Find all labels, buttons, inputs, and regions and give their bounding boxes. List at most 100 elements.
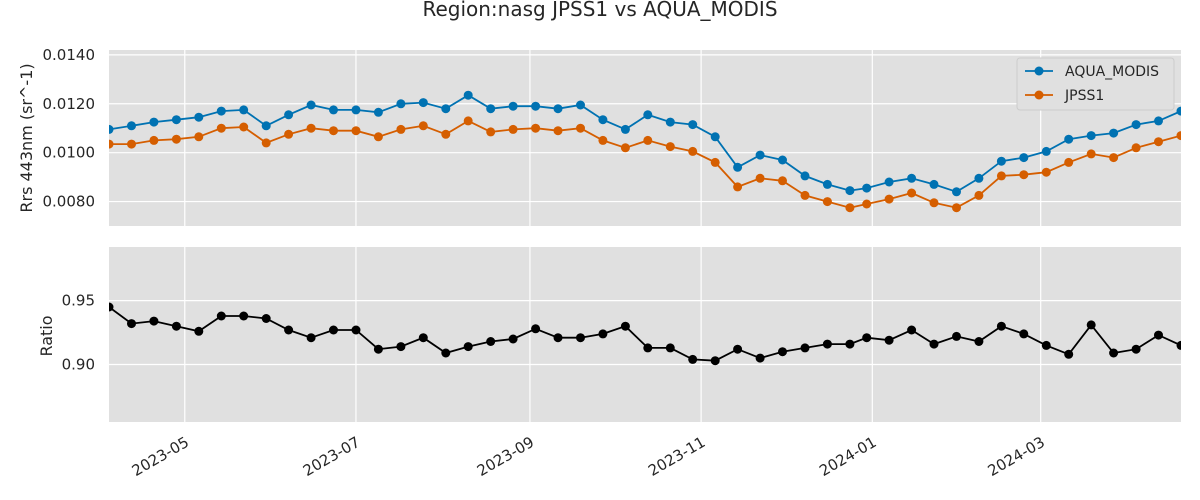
x-tick-label: 2024-03 xyxy=(985,433,1048,480)
series-aqua-modis-point xyxy=(418,98,428,108)
series-aqua-modis-point xyxy=(239,105,249,115)
series-aqua-modis-point xyxy=(952,187,961,197)
series-aqua-modis-point xyxy=(306,100,316,110)
series-ratio-point xyxy=(755,353,765,363)
series-aqua-modis-point xyxy=(862,183,872,193)
series-ratio-point xyxy=(463,342,473,352)
series-jpss1-point xyxy=(194,132,204,142)
series-ratio-point xyxy=(396,342,406,352)
bottom-y-tick-label: 0.90 xyxy=(62,356,95,374)
series-ratio-point xyxy=(486,337,496,346)
legend-box xyxy=(1016,57,1175,111)
series-ratio-point xyxy=(127,319,136,329)
series-ratio-point xyxy=(284,325,294,335)
series-jpss1-point xyxy=(553,126,563,136)
series-ratio-point xyxy=(149,316,159,326)
series-jpss1-point xyxy=(463,116,473,126)
series-jpss1-point xyxy=(284,129,294,139)
series-ratio-point xyxy=(1176,340,1181,350)
series-ratio-point xyxy=(996,321,1006,331)
series-aqua-modis-point xyxy=(643,110,653,120)
x-tick-label: 2023-05 xyxy=(129,433,192,480)
series-jpss1-point xyxy=(996,171,1006,181)
series-aqua-modis-point xyxy=(194,112,204,122)
series-jpss1-point xyxy=(822,197,832,207)
series-ratio-point xyxy=(1064,349,1074,359)
legend-aqua-label: AQUA_MODIS xyxy=(1065,64,1159,80)
series-aqua-modis-point xyxy=(907,173,917,183)
series-aqua-modis-point xyxy=(261,121,271,131)
series-aqua-modis-point xyxy=(1154,116,1163,126)
top-y-ticks: 0.0080 0.0100 0.0120 0.0140 xyxy=(43,46,96,211)
series-ratio-point xyxy=(576,333,585,343)
bottom-y-axis-label: Ratio xyxy=(37,315,56,356)
series-jpss1-point xyxy=(373,132,383,142)
series-jpss1-point xyxy=(1064,157,1074,167)
bottom-y-tick-label: 0.95 xyxy=(62,292,95,310)
series-jpss1-point xyxy=(620,143,630,153)
series-aqua-modis-point xyxy=(284,110,294,120)
series-jpss1-point xyxy=(1086,149,1096,159)
series-ratio-point xyxy=(845,339,855,349)
series-aqua-modis-point xyxy=(396,99,406,109)
series-jpss1-point xyxy=(441,129,451,139)
series-jpss1-point xyxy=(396,124,406,134)
series-jpss1-point xyxy=(643,135,653,145)
series-jpss1-point xyxy=(907,188,917,198)
series-jpss1-point xyxy=(952,203,961,213)
series-aqua-modis-point xyxy=(486,104,496,114)
series-jpss1-point xyxy=(508,124,518,134)
series-jpss1-point xyxy=(929,198,939,208)
top-y-tick-label: 0.0120 xyxy=(43,95,96,113)
series-ratio-point xyxy=(862,333,872,343)
x-tick-label: 2024-01 xyxy=(816,433,879,480)
series-jpss1-point xyxy=(778,176,787,186)
series-ratio-point xyxy=(907,325,917,335)
series-aqua-modis-point xyxy=(688,120,698,130)
series-aqua-modis-point xyxy=(996,156,1006,166)
series-ratio-point xyxy=(441,348,451,358)
series-aqua-modis-point xyxy=(149,117,159,127)
series-aqua-modis-point xyxy=(1176,106,1181,116)
series-aqua-modis-point xyxy=(1041,146,1051,156)
series-jpss1-point xyxy=(576,123,585,133)
series-ratio-point xyxy=(1131,344,1141,354)
series-ratio-point xyxy=(800,343,810,353)
top-y-tick-label: 0.0140 xyxy=(43,46,96,64)
series-aqua-modis-point xyxy=(929,179,939,189)
series-ratio-point xyxy=(620,321,630,331)
series-jpss1-point xyxy=(486,127,496,137)
series-aqua-modis-point xyxy=(733,162,743,172)
series-ratio-point xyxy=(531,324,541,334)
series-ratio-point xyxy=(778,347,787,357)
x-tick-label: 2023-07 xyxy=(300,433,363,480)
bottom-panel-background xyxy=(109,247,1181,422)
series-ratio-point xyxy=(598,329,608,339)
series-ratio-point xyxy=(553,333,563,343)
series-ratio-point xyxy=(216,311,226,321)
series-jpss1-point xyxy=(845,203,855,213)
series-aqua-modis-point xyxy=(665,117,675,127)
legend-jpss1-marker xyxy=(1034,90,1044,100)
bottom-series xyxy=(109,302,1181,366)
series-jpss1-point xyxy=(531,123,541,133)
series-ratio-point xyxy=(929,339,939,349)
series-jpss1-point xyxy=(127,139,136,149)
top-series xyxy=(109,90,1181,213)
series-ratio-point xyxy=(351,325,361,335)
series-jpss1-point xyxy=(710,157,720,167)
series-ratio-point xyxy=(1086,320,1096,330)
series-jpss1-point xyxy=(862,199,872,209)
series-jpss1-point xyxy=(974,190,984,200)
series-ratio-point xyxy=(171,321,181,331)
series-jpss1-point xyxy=(688,146,698,156)
series-aqua-modis-point xyxy=(884,177,894,187)
series-ratio-point xyxy=(822,339,832,349)
top-y-axis-label: Rrs 443nm (sr^-1) xyxy=(17,63,36,212)
series-ratio-point xyxy=(688,354,698,364)
series-aqua-modis-point xyxy=(620,124,630,134)
series-aqua-modis-point xyxy=(109,124,114,134)
series-ratio-point xyxy=(665,343,675,353)
series-jpss1-point xyxy=(418,121,428,131)
